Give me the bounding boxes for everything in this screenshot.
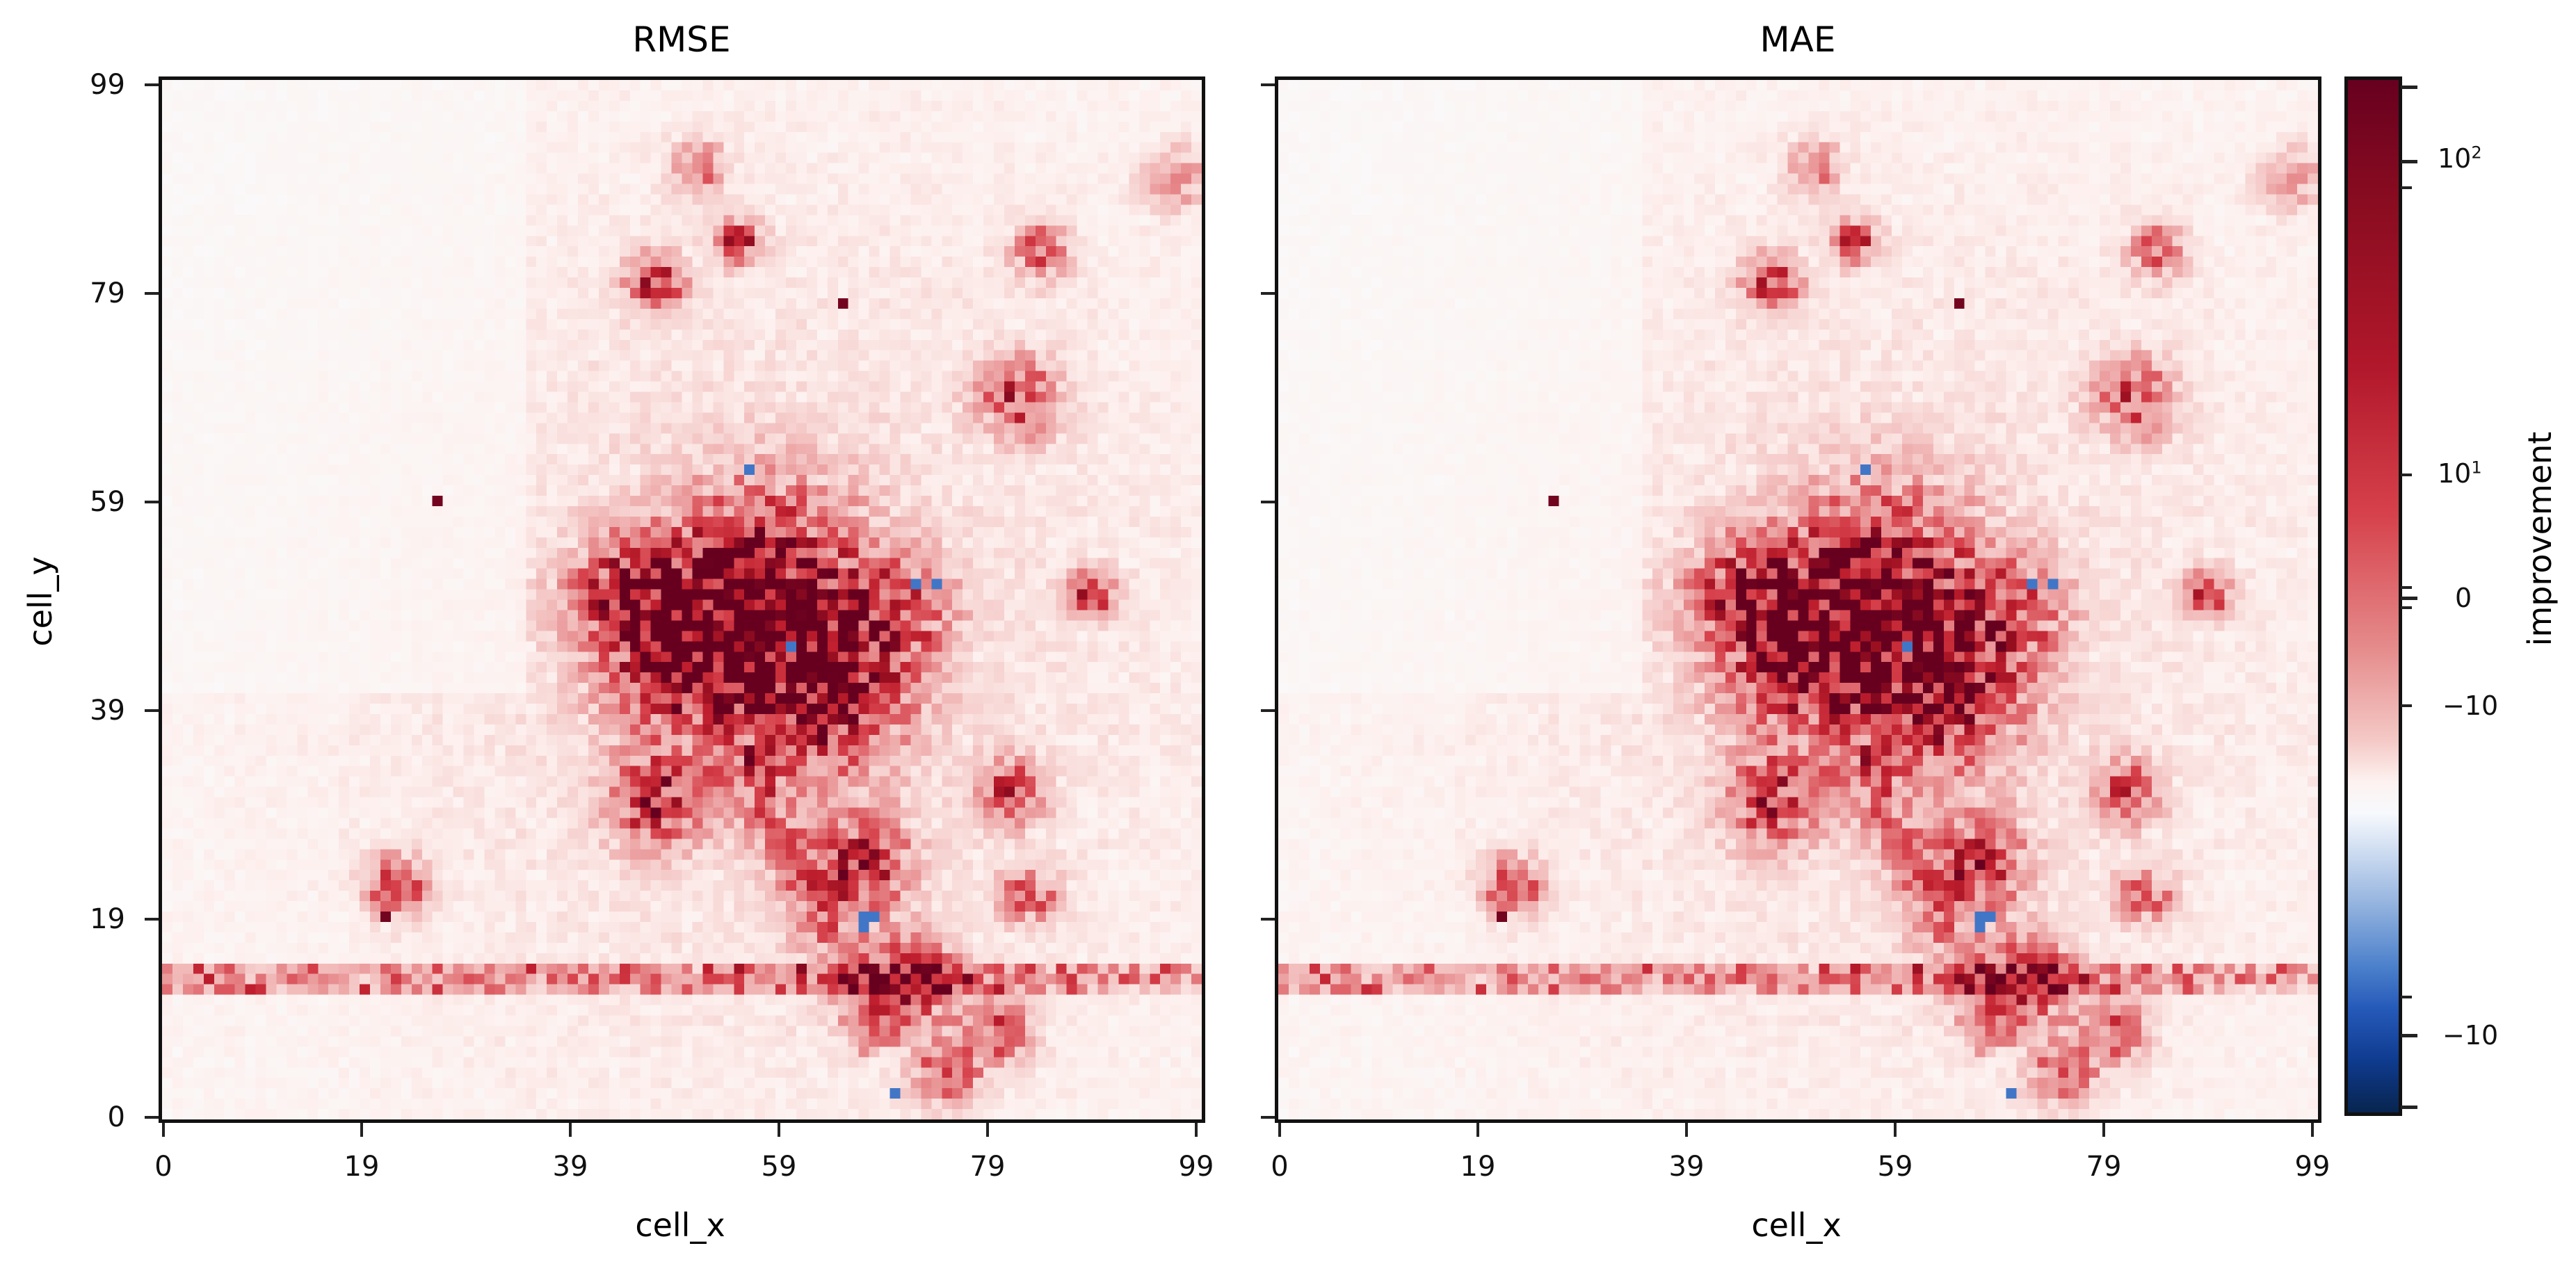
ytick-label: 99: [90, 69, 125, 101]
colorbar-tick-minor: [2401, 606, 2412, 609]
ytick-39: [145, 709, 159, 712]
colorbar-tick-bottom: [2401, 1106, 2417, 1109]
colorbar-label-base: −10: [2442, 1020, 2499, 1051]
xtick-19: [1476, 1123, 1479, 1137]
xtick-99: [1195, 1123, 1198, 1137]
ytick-59: [1261, 501, 1275, 503]
colorbar-tick-0: [2401, 597, 2417, 600]
xtick-19: [360, 1123, 363, 1137]
ytick-label: 39: [90, 695, 125, 727]
xtick-label: 19: [344, 1151, 380, 1183]
xtick-label: 59: [761, 1151, 797, 1183]
xtick-label: 99: [2294, 1151, 2331, 1183]
colorbar-label-100: 102: [2438, 143, 2482, 174]
ytick-19: [145, 918, 159, 921]
xtick-label: 59: [1877, 1151, 1913, 1183]
xtick-59: [1894, 1123, 1897, 1137]
colorbar-label-neg100: −10: [2442, 1020, 2498, 1051]
heatmap-mae: [1275, 76, 2321, 1123]
ytick-39: [1261, 709, 1275, 712]
colorbar-tick-neg100: [2401, 1034, 2417, 1037]
ytick-label: 79: [90, 277, 125, 309]
colorbar-label-base: 10: [2438, 458, 2472, 489]
xtick-label: 99: [1178, 1151, 1214, 1183]
ytick-79: [145, 292, 159, 295]
colorbar-label-exp: 1: [2471, 458, 2482, 478]
xtick-99: [2311, 1123, 2314, 1137]
xtick-59: [778, 1123, 780, 1137]
heatmap-rmse: [159, 76, 1205, 1123]
xtick-0: [1278, 1123, 1281, 1137]
ytick-79: [1261, 292, 1275, 295]
panel-title-rmse: RMSE: [632, 19, 731, 60]
colorbar-tick-100: [2401, 160, 2417, 163]
colorbar-label-base: 10: [2438, 143, 2472, 174]
colorbar-axis-label: improvement: [2521, 431, 2559, 647]
ytick-99: [145, 83, 159, 86]
ytick-99: [1261, 83, 1275, 86]
xtick-label: 79: [969, 1151, 1006, 1183]
colorbar-tick-minor: [2401, 186, 2412, 189]
colorbar-label-10: 101: [2438, 458, 2482, 489]
xtick-label: 79: [2086, 1151, 2122, 1183]
xtick-39: [569, 1123, 572, 1137]
colorbar-label-neg10: −10: [2442, 690, 2498, 721]
xtick-label: 0: [154, 1151, 172, 1183]
xtick-label: 39: [1668, 1151, 1705, 1183]
xtick-label: 19: [1460, 1151, 1496, 1183]
colorbar-tick-minor: [2401, 996, 2412, 998]
x-axis-label-rmse: cell_x: [635, 1206, 725, 1244]
xtick-79: [2102, 1123, 2105, 1137]
xtick-79: [986, 1123, 989, 1137]
ytick-0: [1261, 1116, 1275, 1119]
colorbar: [2344, 76, 2402, 1116]
panel-title-mae: MAE: [1760, 19, 1836, 60]
ytick-label: 0: [107, 1101, 125, 1133]
ytick-59: [145, 501, 159, 503]
xtick-label: 39: [552, 1151, 588, 1183]
colorbar-label-base: 0: [2455, 583, 2472, 613]
ytick-label: 19: [90, 903, 125, 935]
ytick-label: 59: [90, 486, 125, 518]
xtick-label: 0: [1271, 1151, 1289, 1183]
heatmap-canvas-rmse: [162, 80, 1202, 1119]
colorbar-label-base: −10: [2442, 690, 2499, 721]
colorbar-label-0: 0: [2455, 583, 2472, 613]
ytick-0: [145, 1116, 159, 1119]
y-axis-label: cell_y: [22, 556, 59, 647]
colorbar-tick-top: [2401, 86, 2417, 89]
x-axis-label-mae: cell_x: [1751, 1206, 1842, 1244]
colorbar-tick-10: [2401, 473, 2412, 476]
ytick-19: [1261, 918, 1275, 921]
colorbar-tick-neg10: [2401, 704, 2412, 707]
colorbar-label-exp: 2: [2471, 143, 2482, 163]
xtick-0: [162, 1123, 165, 1137]
heatmap-canvas-mae: [1278, 80, 2318, 1119]
xtick-39: [1685, 1123, 1688, 1137]
colorbar-tick-minor: [2401, 586, 2412, 589]
